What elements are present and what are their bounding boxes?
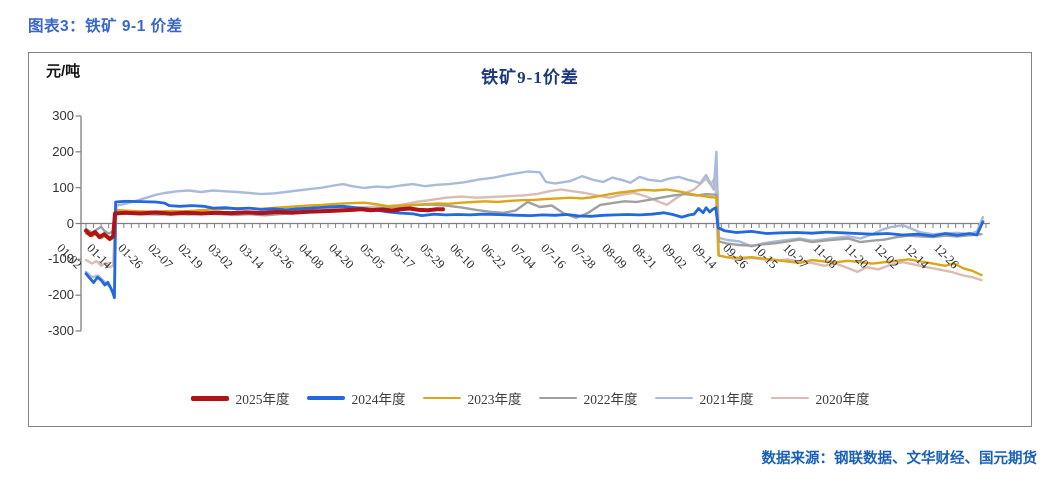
y-tick-label: 0 <box>66 215 74 231</box>
legend-item-2021: 2021年度 <box>654 388 754 408</box>
legend-item-2025: 2025年度 <box>190 388 290 408</box>
chart-legend: 2025年度 2024年度 2023年度 2022年度 2021年度 2020年度 <box>28 388 1032 408</box>
legend-swatch-2020 <box>770 396 809 400</box>
chart-title: 铁矿9-1价差 <box>481 68 579 87</box>
legend-swatch-2021 <box>654 396 693 400</box>
legend-item-2023: 2023年度 <box>422 388 522 408</box>
y-tick-label: 300 <box>52 108 74 123</box>
legend-label-2024: 2024年度 <box>351 392 406 407</box>
y-axis-unit-label: 元/吨 <box>46 63 81 80</box>
legend-label-2021: 2021年度 <box>699 392 754 407</box>
y-tick-label: -300 <box>47 322 74 338</box>
legend-swatch-2023 <box>422 396 461 400</box>
legend-item-2020: 2020年度 <box>770 388 870 408</box>
legend-item-2024: 2024年度 <box>306 388 406 408</box>
legend-swatch-2022 <box>538 396 577 400</box>
y-tick-label: 200 <box>52 143 74 159</box>
legend-label-2025: 2025年度 <box>235 392 290 407</box>
figure-caption: 图表3：铁矿 9-1 价差 <box>28 18 183 35</box>
data-source-note: 数据来源：钢联数据、文华财经、国元期货 <box>761 451 1038 467</box>
legend-label-2023: 2023年度 <box>467 392 522 407</box>
legend-label-2022: 2022年度 <box>583 392 638 407</box>
legend-swatch-2024 <box>306 396 345 400</box>
y-tick-label: 100 <box>52 179 74 195</box>
legend-swatch-2025 <box>190 395 229 401</box>
legend-item-2022: 2022年度 <box>538 388 638 408</box>
y-tick-label: -200 <box>47 287 74 303</box>
chart-container <box>28 52 1032 427</box>
legend-label-2020: 2020年度 <box>815 392 870 407</box>
y-tick-label: -100 <box>47 251 74 267</box>
